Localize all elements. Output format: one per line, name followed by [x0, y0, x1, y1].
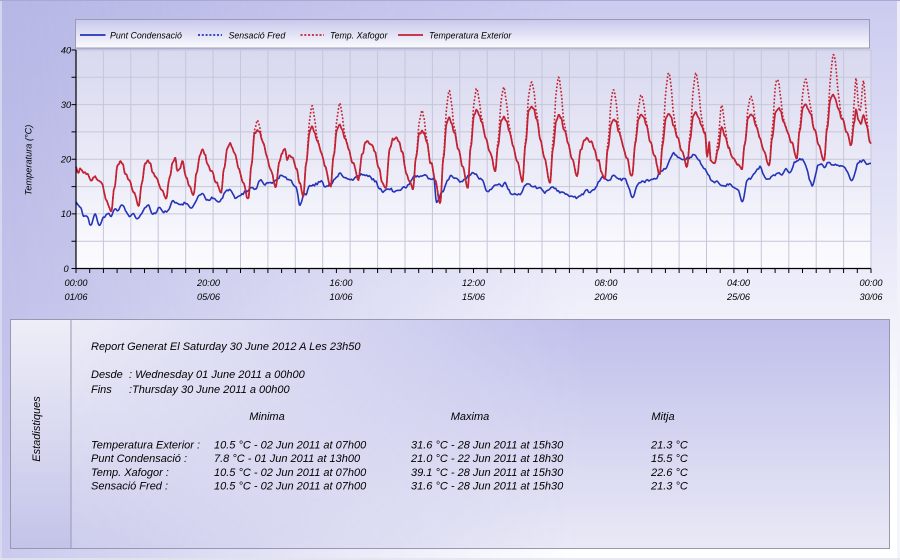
svg-text:7.8 °C - 01 Jun 2011 at 13h00: 7.8 °C - 01 Jun 2011 at 13h00 [214, 453, 361, 465]
svg-text:25/06: 25/06 [726, 292, 751, 302]
svg-text:Temp. Xafogor :: Temp. Xafogor : [91, 467, 169, 479]
svg-text:16:00: 16:00 [330, 278, 354, 288]
svg-text:Desde: Desde [91, 369, 123, 381]
svg-text:Temperatura Exterior: Temperatura Exterior [429, 31, 512, 41]
svg-text:Temperatura (°C): Temperatura (°C) [24, 125, 34, 196]
svg-text:10/06: 10/06 [330, 292, 354, 302]
svg-text:10: 10 [61, 209, 72, 219]
svg-text:Temperatura Exterior :: Temperatura Exterior : [91, 440, 200, 452]
svg-text:Temp. Xafogor: Temp. Xafogor [330, 31, 388, 41]
svg-text:Estadistiques: Estadistiques [31, 396, 43, 462]
svg-text:Report Generat El Saturday 30: Report Generat El Saturday 30 June 2012 … [91, 341, 361, 353]
svg-text:31.6 °C - 28 Jun 2011 at 15h30: 31.6 °C - 28 Jun 2011 at 15h30 [411, 481, 564, 493]
svg-text:20:00: 20:00 [196, 278, 221, 288]
svg-text:04:00: 04:00 [727, 278, 751, 288]
svg-text:00:00: 00:00 [860, 278, 884, 288]
svg-text:Sensació Fred :: Sensació Fred : [91, 481, 168, 493]
svg-text:0: 0 [63, 264, 69, 274]
svg-text:Punt Condensació :: Punt Condensació : [91, 453, 187, 465]
svg-text:20: 20 [60, 155, 72, 165]
svg-text:Minima: Minima [249, 411, 284, 423]
svg-text:10.5 °C - 02 Jun 2011 at 07h00: 10.5 °C - 02 Jun 2011 at 07h00 [214, 467, 367, 479]
svg-text:21.0 °C - 22 Jun 2011 at 18h30: 21.0 °C - 22 Jun 2011 at 18h30 [410, 453, 564, 465]
svg-text:Mitja: Mitja [651, 411, 674, 423]
svg-text:Fins: Fins [91, 384, 112, 396]
svg-text:40: 40 [61, 45, 72, 55]
svg-text:39.1 °C - 28 Jun 2011 at 15h30: 39.1 °C - 28 Jun 2011 at 15h30 [411, 467, 564, 479]
svg-text:15.5 °C: 15.5 °C [651, 453, 688, 465]
svg-text:30/06: 30/06 [860, 292, 884, 302]
svg-text:00:00: 00:00 [65, 278, 89, 288]
svg-text:30: 30 [61, 100, 72, 110]
svg-text:10.5 °C - 02 Jun 2011 at 07h00: 10.5 °C - 02 Jun 2011 at 07h00 [214, 481, 367, 493]
svg-text:08:00: 08:00 [595, 278, 619, 288]
svg-text:31.6 °C - 28 Jun 2011 at 15h30: 31.6 °C - 28 Jun 2011 at 15h30 [411, 440, 564, 452]
svg-text::Thursday 30 June 2011 a 00h00: :Thursday 30 June 2011 a 00h00 [129, 384, 291, 396]
svg-text:Sensació Fred: Sensació Fred [229, 31, 287, 41]
svg-text:22.6 °C: 22.6 °C [650, 467, 688, 479]
svg-text:Maxima: Maxima [451, 411, 490, 423]
svg-text:21.3 °C: 21.3 °C [650, 481, 688, 493]
svg-text:: Wednesday 01 June 2011 a 00h: : Wednesday 01 June 2011 a 00h00 [129, 369, 306, 381]
svg-text:01/06: 01/06 [65, 292, 89, 302]
svg-text:Punt Condensació: Punt Condensació [110, 31, 182, 41]
svg-text:15/06: 15/06 [462, 292, 486, 302]
svg-text:21.3 °C: 21.3 °C [650, 440, 688, 452]
svg-text:12:00: 12:00 [462, 278, 486, 288]
svg-text:05/06: 05/06 [197, 292, 221, 302]
svg-text:10.5 °C - 02 Jun 2011 at 07h00: 10.5 °C - 02 Jun 2011 at 07h00 [214, 440, 367, 452]
svg-text:20/06: 20/06 [594, 292, 619, 302]
